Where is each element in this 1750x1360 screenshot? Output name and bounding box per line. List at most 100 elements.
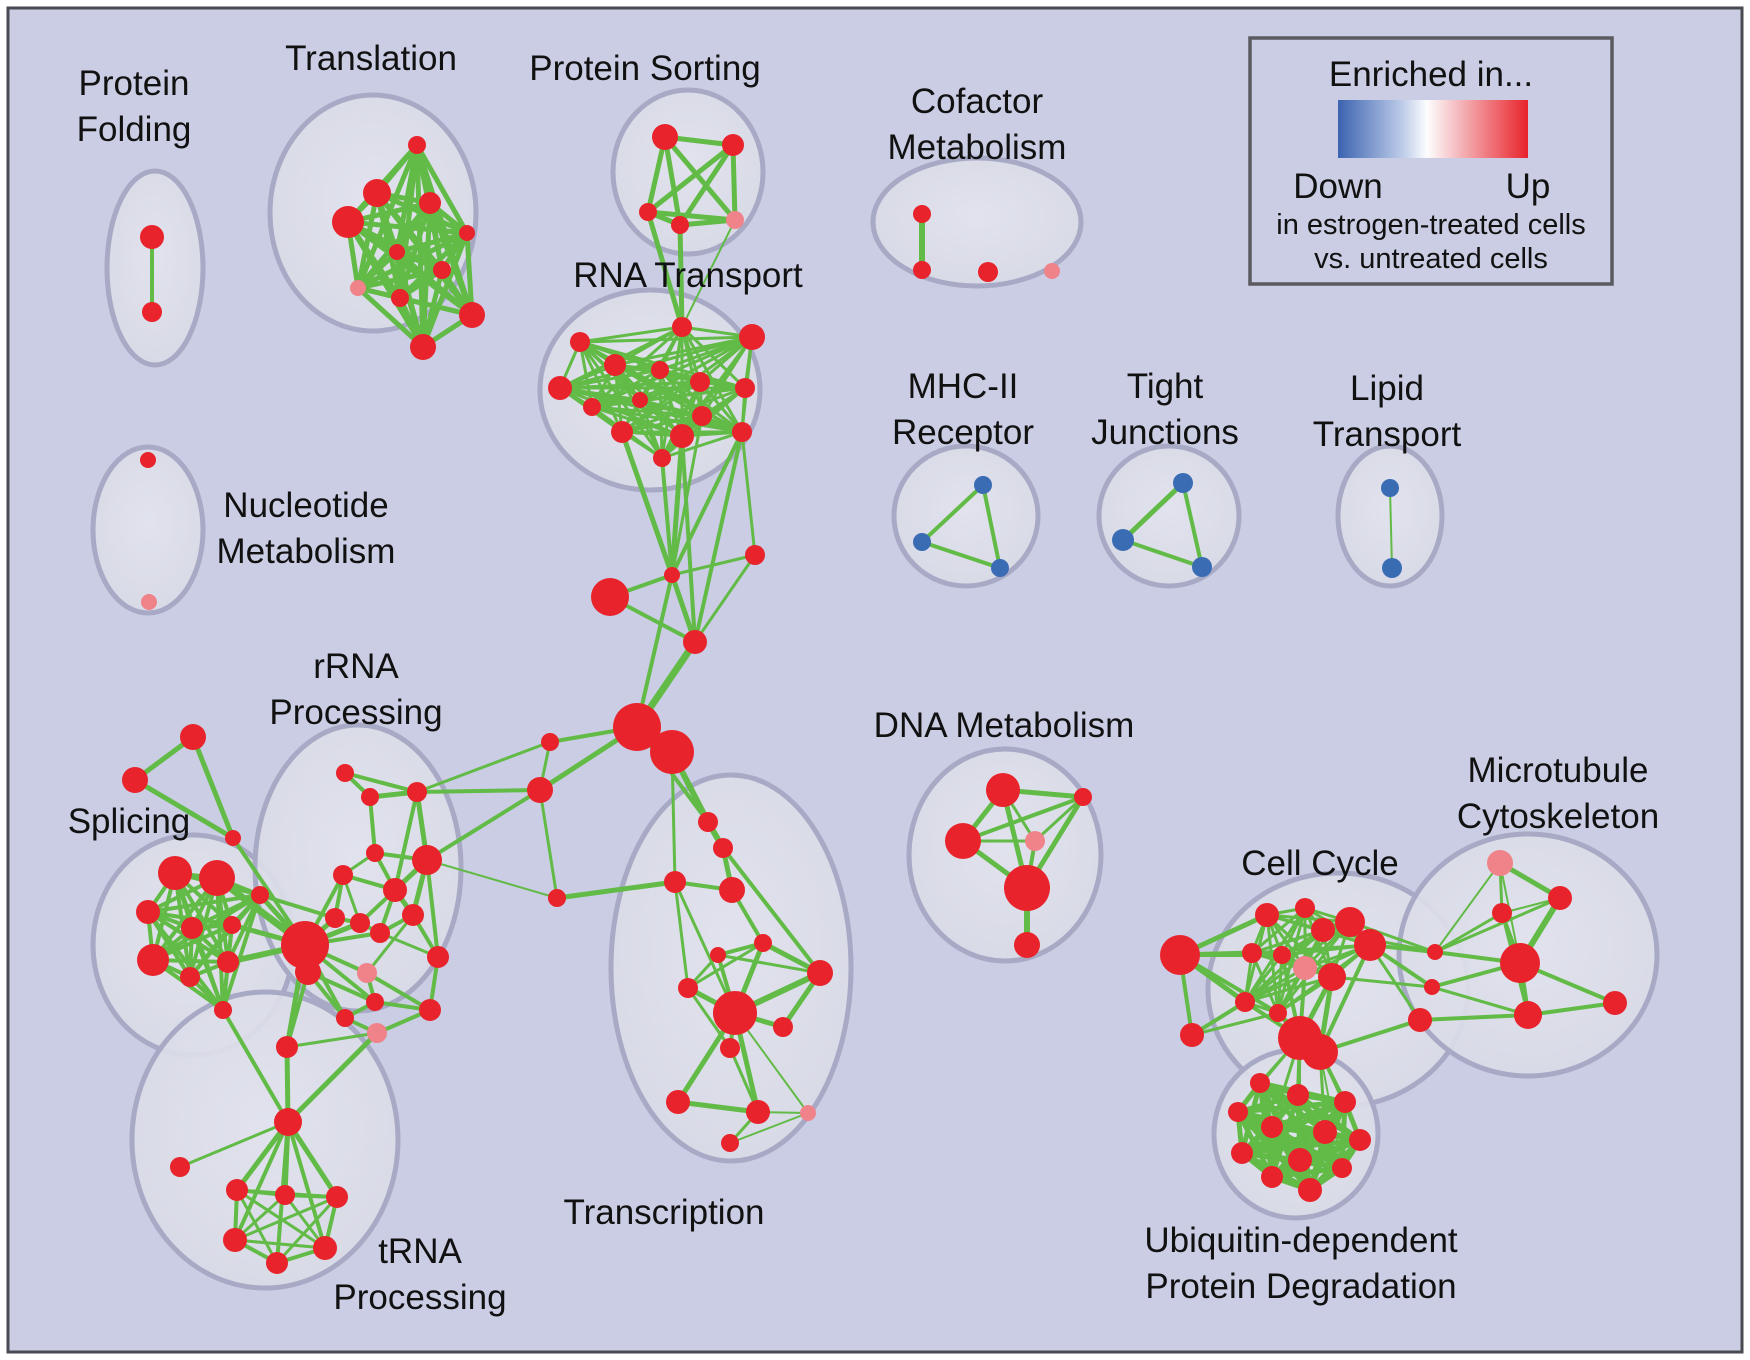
gene-set-node-rrna-processing [407,782,427,802]
gene-set-node-translation [419,192,441,214]
gene-set-node-connectors [180,724,206,750]
cluster-ellipse-protein-sorting [610,87,766,257]
legend-title: Enriched in... [1329,55,1533,94]
gene-set-node-dna-metabolism [1025,831,1045,851]
edge-microtubule-cytoskeleton [1526,1001,1617,1017]
edge-rna-transport [620,414,704,434]
edge-transcription [716,953,822,975]
gene-set-node-microtubule-cytoskeleton [1500,943,1540,983]
edge-rna-transport [638,380,702,402]
edge-rna-transport [558,368,662,390]
gene-set-node-ubiquitin-degradation [1261,1116,1283,1138]
edge-trna-processing [286,1120,327,1250]
gene-set-node-connectors [613,703,661,751]
cluster-label-rrna-processing: rRNA [313,647,399,686]
edge-trna-processing [233,1238,327,1250]
gene-set-node-rna-transport [583,398,601,416]
edge-rna-transport [638,398,664,460]
edge-transcription [686,986,732,1050]
gene-set-node-splicing [214,1001,232,1019]
edge-trna-processing [233,1195,339,1242]
edge-connectors [132,777,236,841]
gene-set-node-rna-transport [670,424,694,448]
edge-trna-processing [234,1119,291,1193]
cluster-label-mhc-ii-receptor: MHC-II [908,367,1019,406]
edge-ubiquitin-degradation [1235,1099,1348,1115]
gene-set-node-protein-folding [140,225,164,249]
gene-set-node-lipid-transport [1381,479,1399,497]
cluster-label-transcription: Transcription [564,1193,765,1232]
edge-rrna-processing [393,790,419,892]
cluster-label-protein-folding: Protein [79,64,190,103]
edge-rrna-processing [368,795,377,855]
edge-translation [414,142,470,236]
cluster-label-rrna-processing: Processing [269,693,442,732]
gene-set-node-cofactor-metabolism [913,205,931,223]
gene-set-node-dna-metabolism [986,773,1020,807]
gene-set-node-rna-transport [548,376,572,400]
gene-set-node-dna-metabolism [945,823,981,859]
gene-set-node-protein-sorting [726,211,744,229]
edge-cell-cycle [1250,951,1280,1015]
edge-transcription [729,1112,809,1144]
gene-set-node-microtubule-cytoskeleton [1514,1001,1542,1029]
gene-set-node-connectors [591,578,629,616]
edge-connectors [635,573,674,729]
edge-translation [355,190,380,291]
edge-rna-transport [638,386,747,402]
gene-set-node-transcription [720,1038,740,1058]
edge-inter [669,433,685,578]
gene-set-node-cell-cycle [1311,918,1335,942]
cluster-label-ubiquitin-degradation: Protein Degradation [1145,1267,1456,1306]
gene-set-node-translation [459,302,485,328]
gene-set-node-cell-cycle [1255,903,1279,927]
cluster-label-translation: Translation [285,39,457,78]
gene-set-node-transcription [746,1100,770,1124]
gene-set-node-splicing [180,967,200,987]
gene-set-node-cell-cycle [1293,956,1317,980]
edge-rrna-processing [365,971,432,1012]
gene-set-node-connectors [745,545,765,565]
gene-set-node-ubiquitin-degradation [1228,1102,1248,1122]
edge-inter [285,1030,380,1125]
edge-inter [740,430,757,557]
gene-set-node-rrna-processing [367,1023,387,1043]
gene-set-node-rrna-processing [357,963,377,983]
gene-set-node-translation [410,334,436,360]
edge-inter [645,209,685,330]
gene-set-node-rrna-processing [366,993,384,1011]
gene-set-node-cell-cycle [1295,898,1315,918]
gene-set-node-splicing [217,951,239,973]
edge-dna-metabolism [961,795,1085,843]
edge-transcription [721,846,822,975]
gene-set-node-cell-cycle [1273,946,1291,964]
cluster-label-tight-junctions: Junctions [1091,413,1239,452]
edge-translation [355,285,426,350]
gene-set-node-connectors [122,767,148,793]
gene-set-node-microtubule-cytoskeleton [1487,850,1513,876]
cluster-ellipse-protein-folding [104,168,206,368]
gene-set-node-microtubule-cytoskeleton [1492,903,1512,923]
gene-set-node-trna-processing [275,1185,295,1205]
gene-set-node-cell-cycle [1302,1034,1338,1070]
edge-rrna-processing [425,858,440,959]
edge-inter [426,859,558,899]
cluster-ellipse-mhc-ii-receptor [891,443,1041,589]
cluster-label-rna-transport: RNA Transport [573,256,803,295]
gene-set-node-connectors [683,630,707,654]
gene-set-node-rrna-processing [276,1036,298,1058]
edge-inter [1434,862,1501,953]
cluster-label-nucleotide-metabolism: Nucleotide [223,486,388,525]
gene-set-node-rna-transport [672,317,692,337]
gene-set-node-cell-cycle [1408,1008,1432,1032]
gene-set-node-splicing [251,886,269,904]
edge-trna-processing [178,1120,290,1169]
legend-caption-line2: vs. untreated cells [1314,243,1548,275]
edge-trna-processing [235,1188,279,1265]
edge-rna-transport [578,325,684,344]
gene-set-node-connectors [225,830,241,846]
gene-set-node-transcription [698,812,718,832]
gene-set-node-dna-metabolism [1004,865,1050,911]
cluster-label-ubiquitin-degradation: Ubiquitin-dependent [1144,1221,1458,1260]
